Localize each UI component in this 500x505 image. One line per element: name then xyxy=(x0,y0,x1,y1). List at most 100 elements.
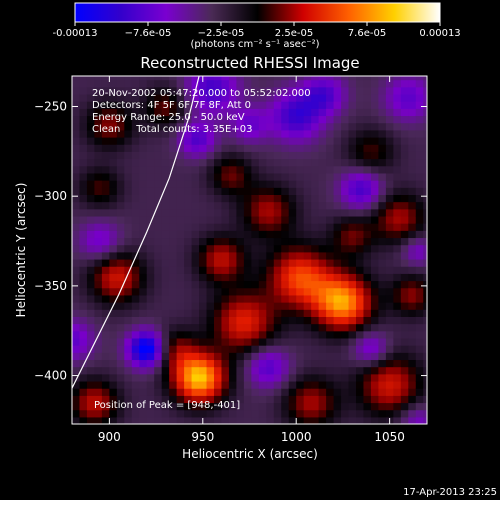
heatmap-cell xyxy=(243,366,252,375)
heatmap-cell xyxy=(124,215,133,224)
heatmap-cell xyxy=(423,101,427,109)
heatmap-cell xyxy=(318,273,327,282)
heatmap-cell xyxy=(146,345,155,353)
heatmap-cell xyxy=(236,194,245,203)
heatmap-cell xyxy=(423,251,427,260)
heatmap-cell xyxy=(333,280,342,289)
heatmap-cell xyxy=(146,129,155,138)
heatmap-cell xyxy=(169,223,178,231)
heatmap-cell xyxy=(191,158,200,167)
heatmap-cell xyxy=(176,273,185,282)
heatmap-cell xyxy=(176,402,185,411)
heatmap-cell xyxy=(243,151,252,160)
heatmap-cell xyxy=(400,266,409,274)
heatmap-cell xyxy=(139,165,148,174)
y-axis-label: Heliocentric Y (arcsec) xyxy=(14,183,28,318)
heatmap-cell xyxy=(79,251,88,260)
heatmap-cell xyxy=(191,409,200,418)
heatmap-cell xyxy=(154,223,163,231)
heatmap-cell xyxy=(94,108,103,117)
heatmap-cell xyxy=(378,144,387,152)
heatmap-cell xyxy=(176,79,185,88)
heatmap-cell xyxy=(385,208,394,217)
heatmap-cell xyxy=(296,258,305,267)
heatmap-cell xyxy=(139,280,148,289)
heatmap-cell xyxy=(400,316,409,325)
heatmap-cell xyxy=(288,86,297,95)
heatmap-cell xyxy=(341,172,350,181)
heatmap-cell xyxy=(370,86,380,95)
heatmap-cell xyxy=(139,302,148,310)
heatmap-cell xyxy=(266,251,275,260)
heatmap-cell xyxy=(303,151,312,160)
heatmap-cell xyxy=(109,129,118,138)
heatmap-cell xyxy=(228,79,238,88)
heatmap-cell xyxy=(370,230,380,239)
heatmap-cell xyxy=(341,230,350,239)
heatmap-cell xyxy=(139,287,148,296)
heatmap-cell xyxy=(228,237,238,246)
heatmap-cell xyxy=(348,251,357,260)
heatmap-cell xyxy=(221,402,230,411)
heatmap-cell xyxy=(326,136,335,145)
heatmap-cell xyxy=(348,309,357,317)
heatmap-cell xyxy=(378,136,387,145)
heatmap-cell xyxy=(86,76,96,81)
heatmap-cell xyxy=(273,395,282,404)
heatmap-cell xyxy=(79,244,88,253)
heatmap-cell xyxy=(131,402,140,411)
heatmap-cell xyxy=(154,108,163,117)
heatmap-cell xyxy=(221,79,230,88)
heatmap-cell xyxy=(370,244,380,253)
heatmap-cell xyxy=(116,129,125,138)
heatmap-cell xyxy=(72,251,81,260)
heatmap-cell xyxy=(296,93,305,102)
heatmap-cell xyxy=(370,273,380,282)
heatmap-cell xyxy=(221,287,230,296)
heatmap-cell xyxy=(139,380,148,389)
heatmap-cell xyxy=(303,223,312,231)
heatmap-cell xyxy=(131,287,140,296)
heatmap-cell xyxy=(124,223,133,231)
heatmap-cell xyxy=(131,158,140,167)
heatmap-cell xyxy=(154,258,163,267)
heatmap-cell xyxy=(228,359,238,368)
heatmap-cell xyxy=(363,115,372,124)
heatmap-cell xyxy=(326,201,335,210)
heatmap-cell xyxy=(124,388,133,396)
heatmap-cell xyxy=(206,352,215,361)
heatmap-cell xyxy=(370,76,380,81)
heatmap-cell xyxy=(408,388,417,396)
heatmap-cell xyxy=(378,309,387,317)
heatmap-cell xyxy=(400,409,409,418)
heatmap-cell xyxy=(370,201,380,210)
heatmap-cell xyxy=(124,129,133,138)
heatmap-cell xyxy=(199,215,208,224)
heatmap-cell xyxy=(333,380,342,389)
heatmap-cell xyxy=(169,115,178,124)
heatmap-cell xyxy=(288,108,297,117)
heatmap-cell xyxy=(281,122,290,131)
heatmap-cell xyxy=(363,129,372,138)
heatmap-cell xyxy=(303,323,312,332)
heatmap-cell xyxy=(318,76,327,81)
heatmap-cell xyxy=(311,337,320,346)
heatmap-cell xyxy=(408,93,417,102)
heatmap-cell xyxy=(169,158,178,167)
heatmap-cell xyxy=(236,287,245,296)
heatmap-cell xyxy=(378,287,387,296)
heatmap-cell xyxy=(251,208,260,217)
heatmap-cell xyxy=(109,144,118,152)
heatmap-cell xyxy=(258,201,267,210)
heatmap-cell xyxy=(281,280,290,289)
heatmap-cell xyxy=(363,273,372,282)
heatmap-cell xyxy=(258,101,267,109)
info-time-range: 20-Nov-2002 05:47:20.000 to 05:52:02.000 xyxy=(92,88,311,99)
heatmap-cell xyxy=(296,345,305,353)
heatmap-cell xyxy=(400,201,409,210)
heatmap-cell xyxy=(191,165,200,174)
heatmap-cell xyxy=(199,144,208,152)
heatmap-cell xyxy=(191,215,200,224)
y-tick-label: −250 xyxy=(34,99,67,113)
heatmap-cell xyxy=(363,337,372,346)
